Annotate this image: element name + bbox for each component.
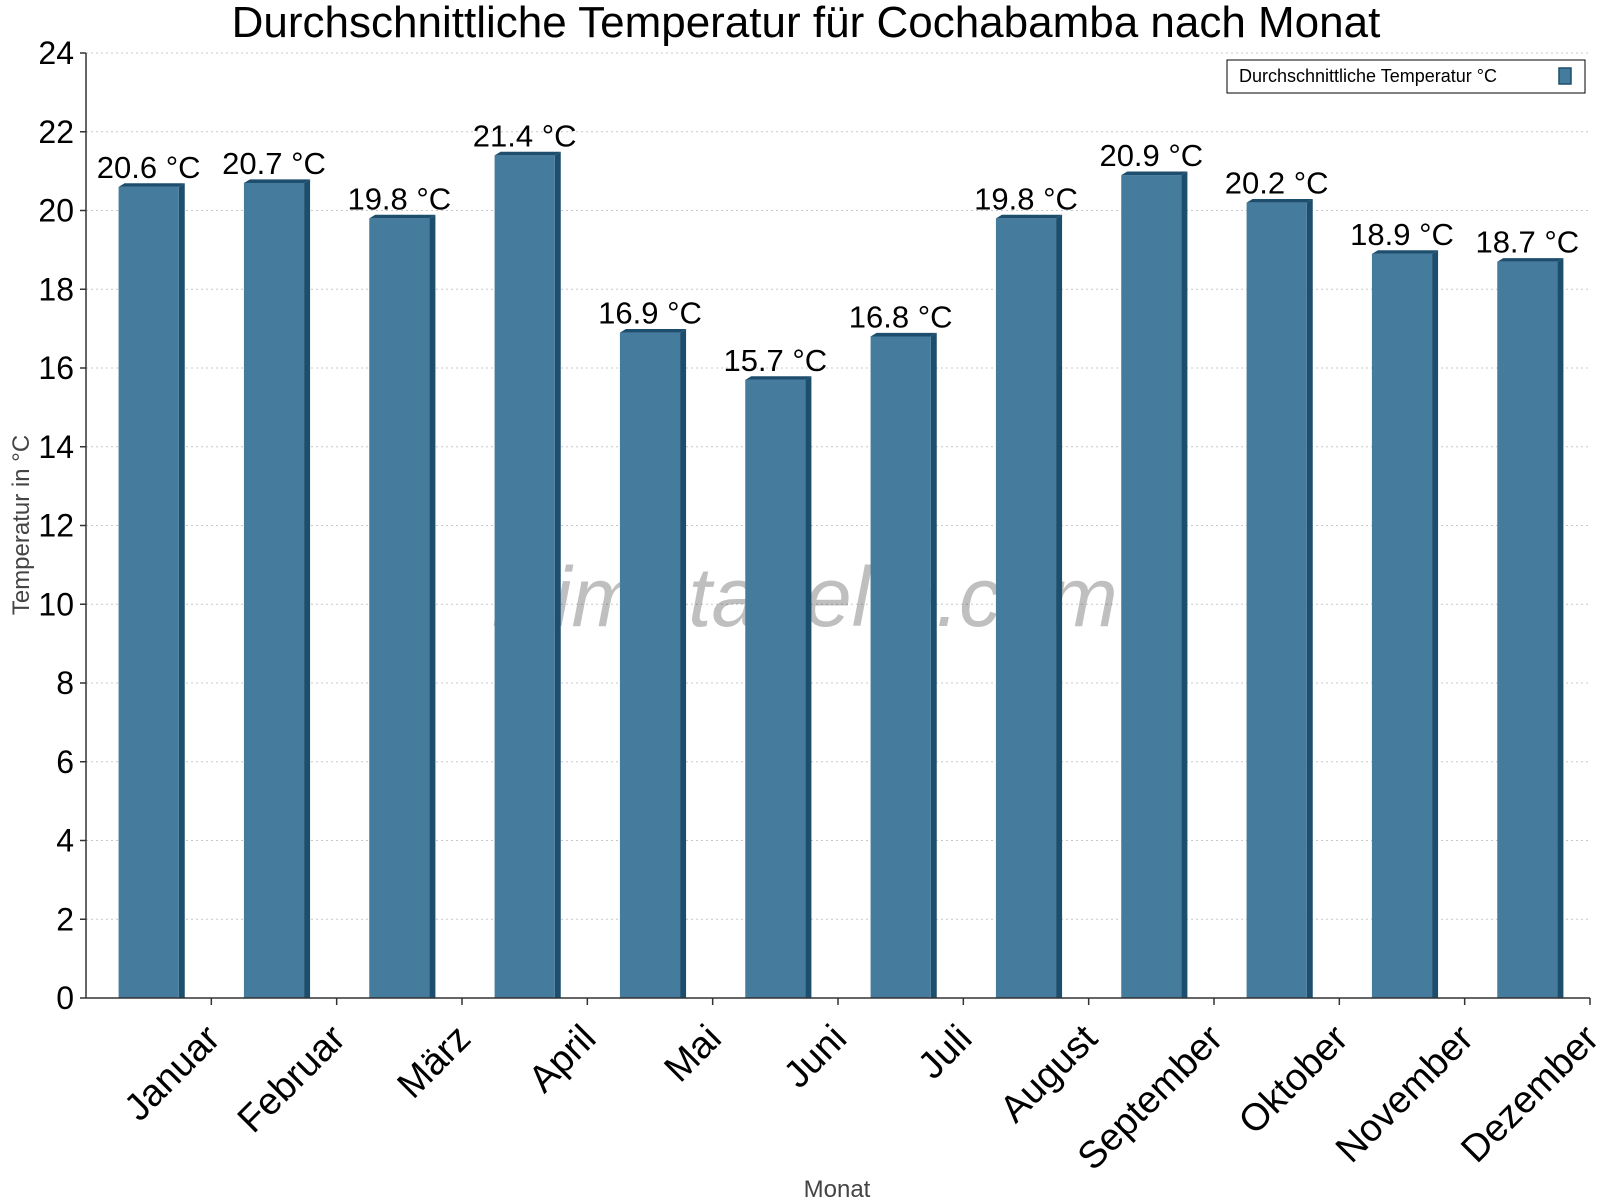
bar-side [178,183,185,998]
bar [745,379,806,998]
bar [1121,175,1182,998]
bar-top [1121,171,1188,176]
bar-side [554,151,561,998]
bar-top [1246,199,1313,203]
data-label: 16.8 °C [849,300,953,335]
gridlines [86,52,1590,920]
bar-side [1557,258,1564,998]
y-tick-label: 22 [38,114,74,150]
bar-top [243,179,311,183]
bar-side [429,214,436,998]
bars [118,151,1564,998]
data-label: 20.9 °C [1099,138,1203,173]
bar-side [805,376,812,998]
bar [1371,253,1433,998]
y-axis-label: Temperatur in °C [8,435,35,615]
bar-side [930,332,937,998]
y-tick-label: 8 [56,665,74,701]
bar [494,155,555,998]
chart-title: Durchschnittliche Temperatur für Cochaba… [232,0,1381,47]
data-label: 18.7 °C [1475,225,1579,260]
bar-top [619,328,687,333]
x-tick-label: August [992,1017,1106,1131]
legend-label: Durchschnittliche Temperatur °C [1239,66,1497,86]
bar-side [304,179,311,998]
y-tick-label: 2 [56,901,74,937]
bar-top [1371,250,1439,254]
y-tick-label: 6 [56,744,74,780]
y-tick-label: 10 [38,586,74,622]
legend-swatch [1558,67,1572,85]
data-label: 16.9 °C [598,296,702,331]
data-label: 20.7 °C [222,146,326,181]
x-tick-label: Oktober [1231,1017,1357,1143]
bar-side [1181,171,1188,998]
bar-top [118,183,185,187]
bar-top [870,332,937,337]
legend: Durchschnittliche Temperatur °C [1226,59,1586,94]
y-tick-label: 16 [38,350,74,386]
bar [995,218,1057,998]
bar-top [1497,258,1564,262]
legend-box [1226,59,1586,94]
y-tick-label: 24 [38,35,74,71]
x-ticks: Januar Februar März April Mai Juni Juli AugustS… [117,998,1600,1178]
bar-side [680,328,687,998]
bar-top [995,214,1063,219]
x-tick-label: März [390,1017,479,1106]
x-tick-label: Februar [230,1017,354,1141]
bar-side [1056,214,1063,998]
data-label: 20.6 °C [97,150,201,185]
bar [118,186,179,998]
bar-side [1306,199,1313,998]
y-tick-label: 18 [38,271,74,307]
x-tick-label: Januar [117,1017,229,1129]
data-label: 15.7 °C [723,343,827,378]
y-tick-label: 12 [38,508,74,544]
bar [870,336,931,998]
bar-top [494,151,561,156]
x-tick-label: Juni [776,1017,855,1096]
bar-top [369,214,436,219]
bar [243,182,305,998]
y-tick-label: 14 [38,429,74,465]
x-tick-label: April [521,1017,604,1100]
bar [1497,261,1558,998]
data-label: 20.2 °C [1225,166,1329,201]
y-tick-label: 20 [38,193,74,229]
bar-top [745,376,812,380]
x-axis-label: Monat [804,1176,871,1200]
x-tick-label: Mai [657,1017,730,1090]
y-tick-label: 4 [56,823,74,859]
data-label: 18.9 °C [1350,217,1454,252]
data-label: 19.8 °C [347,181,451,216]
x-tick-label: Juli [910,1017,980,1087]
y-tick-label: 0 [56,980,74,1016]
data-label: 21.4 °C [473,118,577,153]
bar-side [1432,250,1439,998]
value-labels: 20.6 °C 20.7 °C 19.8 °C 21.4 °C 16.9 °C 15.7 … [97,118,1579,377]
bar [619,332,681,998]
x-tick-label: Dezember [1453,1017,1600,1171]
data-label: 19.8 °C [974,181,1078,216]
bar [369,218,430,998]
bar [1246,202,1307,998]
